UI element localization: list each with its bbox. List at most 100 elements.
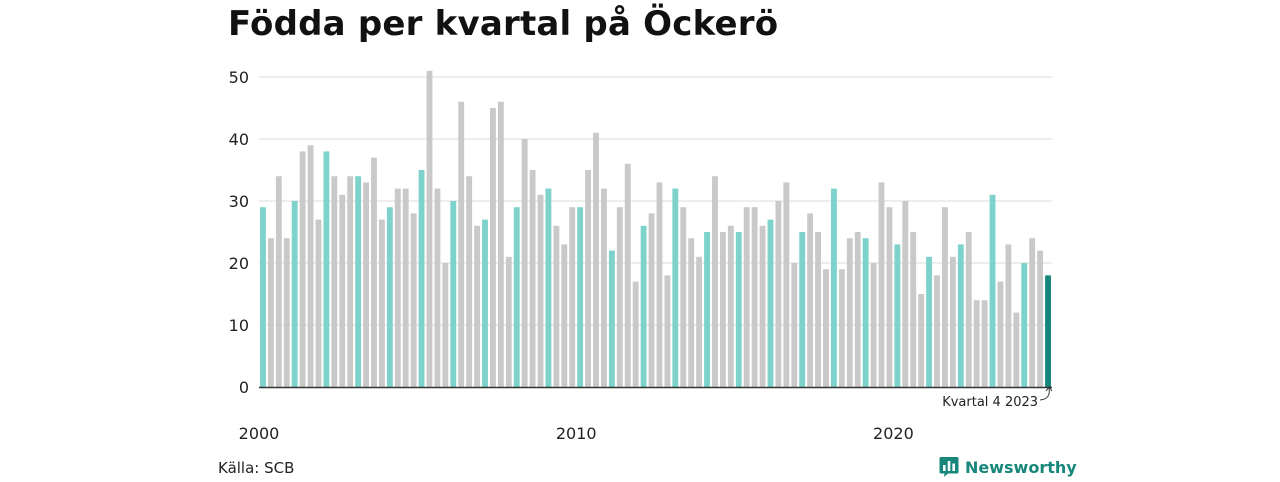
bar-2021-q2: [934, 275, 940, 387]
bar-2012-q4: [664, 275, 671, 387]
bar-2014-q4: [727, 225, 734, 387]
bar-2015-q4: [759, 225, 766, 387]
bar-2004-q1: [386, 207, 393, 387]
bar-2020-q2: [902, 201, 909, 387]
bar-2011-q1: [608, 250, 615, 387]
bar-2014-q1: [704, 232, 710, 387]
chart-title: Födda per kvartal på Öckerö: [228, 4, 779, 44]
bar-2007-q4: [505, 256, 512, 387]
brand-logo[interactable]: Newsworthy: [939, 456, 1077, 478]
bar-2011-q2: [616, 207, 623, 387]
bar-2016-q3: [783, 182, 790, 387]
bar-2013-q2: [680, 207, 687, 387]
bar-2005-q2: [426, 70, 433, 388]
bar-2008-q3: [529, 170, 536, 387]
bar-2007-q2: [490, 108, 496, 387]
y-tick-label: 10: [229, 316, 249, 335]
bar-2021-q3: [942, 207, 948, 387]
bar-2008-q4: [537, 194, 544, 387]
bar-2001-q1: [291, 201, 298, 387]
bar-2021-q1: [926, 256, 933, 387]
bar-2002-q1: [323, 151, 330, 387]
bar-2016-q2: [775, 201, 782, 387]
brand-name: Newsworthy: [965, 457, 1077, 477]
bar-2007-q3: [497, 101, 504, 388]
bar-2005-q3: [434, 188, 441, 387]
bar-2018-q1: [830, 188, 837, 387]
bar-2018-q2: [838, 269, 845, 387]
bar-2022-q1: [957, 244, 964, 387]
bar-2010-q2: [585, 170, 592, 387]
bar-2022-q2: [965, 232, 972, 387]
bar-2012-q1: [640, 225, 647, 387]
bar-2024-q4: [1045, 275, 1051, 387]
annotation-arrowhead: [1045, 386, 1053, 392]
bar-2017-q4: [823, 269, 829, 387]
bar-2003-q4: [378, 219, 385, 387]
bar-2019-q3: [878, 182, 885, 387]
x-tick-label: 2020: [873, 424, 914, 443]
bar-2011-q4: [632, 281, 639, 387]
y-tick-label: 30: [229, 192, 249, 211]
annotation-label: Kvartal 4 2023: [942, 395, 1038, 410]
bar-2004-q3: [402, 188, 409, 387]
bar-2000-q2: [267, 238, 274, 387]
bar-2017-q2: [807, 213, 814, 387]
bar-2019-q4: [886, 207, 893, 387]
bar-2006-q2: [458, 101, 465, 388]
bar-2001-q4: [315, 219, 322, 387]
bar-2021-q4: [949, 256, 956, 387]
bar-2001-q2: [299, 151, 306, 387]
bar-2014-q3: [719, 232, 726, 387]
y-axis-labels: 0 10 20 30 40 50: [229, 68, 249, 397]
bar-2011-q3: [624, 163, 631, 387]
bar-2010-q1: [577, 207, 584, 387]
y-tick-label: 20: [229, 254, 249, 273]
bar-2023-q1: [989, 194, 996, 387]
bar-2001-q3: [307, 145, 314, 387]
bar-2008-q2: [521, 139, 528, 387]
bar-2015-q3: [751, 207, 758, 387]
bar-2009-q3: [561, 244, 568, 387]
bar-chart: 0 10 20 30 40 50 2000 2010 2020 Kvartal 4 2023: [229, 68, 1053, 443]
bar-2015-q1: [735, 232, 742, 387]
bar-2015-q2: [743, 207, 750, 387]
bar-2004-q2: [394, 188, 401, 387]
bar-2002-q2: [331, 176, 338, 387]
bar-2017-q1: [799, 232, 806, 387]
bar-2004-q4: [410, 213, 417, 387]
bar-2006-q3: [466, 176, 473, 387]
bar-2023-q3: [1005, 244, 1012, 387]
bar-2018-q4: [854, 232, 861, 387]
bar-2003-q1: [355, 176, 362, 387]
annotation: Kvartal 4 2023: [942, 386, 1053, 410]
bar-2009-q2: [553, 225, 560, 387]
bar-2014-q2: [712, 176, 718, 387]
bar-2012-q2: [648, 213, 655, 387]
bar-2002-q4: [347, 176, 354, 387]
bars: [260, 70, 1051, 388]
bar-chart-speech-bubble-icon: [939, 456, 959, 478]
bar-2009-q1: [545, 188, 552, 387]
bar-2002-q3: [339, 194, 346, 387]
bar-2012-q3: [656, 182, 663, 387]
annotation-arrow: [1039, 387, 1050, 401]
bar-2010-q4: [601, 188, 607, 387]
bar-2013-q4: [696, 256, 703, 387]
y-tick-label: 0: [239, 378, 249, 397]
bar-2019-q2: [870, 263, 877, 387]
bar-2024-q1: [1021, 263, 1028, 387]
bar-2022-q3: [973, 300, 980, 387]
bar-2008-q1: [513, 207, 520, 387]
x-tick-label: 2010: [556, 424, 597, 443]
bar-2000-q4: [283, 238, 290, 387]
bar-2019-q1: [862, 238, 869, 387]
bar-2023-q4: [1013, 312, 1020, 387]
y-tick-label: 50: [229, 68, 249, 87]
bar-2013-q1: [672, 188, 679, 387]
source-label: Källa: SCB: [218, 459, 295, 477]
bar-2024-q3: [1037, 250, 1044, 387]
bar-2006-q1: [450, 201, 457, 387]
bar-2022-q4: [981, 300, 988, 387]
bar-2003-q3: [371, 157, 377, 387]
